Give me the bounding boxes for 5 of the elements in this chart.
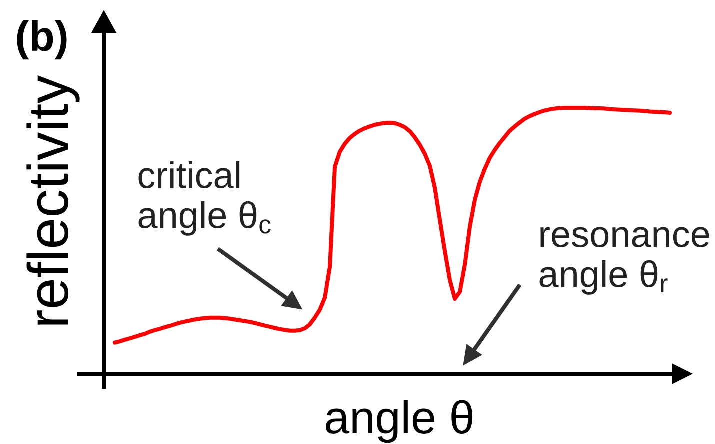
x-axis-title: angle θ <box>326 400 472 444</box>
y-axis-title: reflectivity <box>26 75 80 325</box>
chart-title: (b) <box>17 20 67 60</box>
annotation: critical angle θ$_{c}$ <box>138 161 271 236</box>
annotation: resonance angle θ$_{r}$ <box>540 227 710 295</box>
